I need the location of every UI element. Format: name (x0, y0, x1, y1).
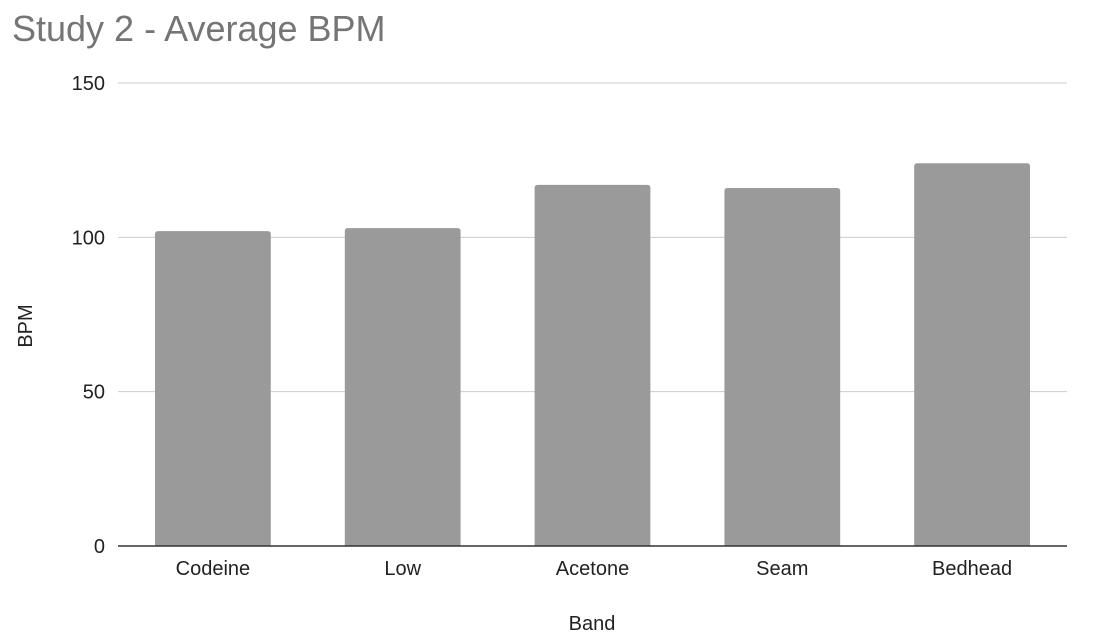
x-tick-label: Bedhead (932, 558, 1012, 580)
chart-title: Study 2 - Average BPM (12, 8, 386, 49)
y-tick-label: 150 (72, 73, 105, 95)
x-tick-label: Codeine (176, 558, 251, 580)
x-tick-label: Seam (756, 558, 808, 580)
x-tick-label: Acetone (556, 558, 629, 580)
bar-bedhead (914, 163, 1030, 546)
bar-acetone (534, 184, 651, 547)
bar-seam (724, 187, 841, 547)
y-tick-label: 100 (72, 227, 105, 249)
y-tick-label: 0 (94, 536, 105, 558)
x-tick-label: Low (384, 558, 421, 580)
bar-low (344, 228, 461, 546)
x-axis-ticks: Codeine Low Acetone Seam Bedhead (176, 558, 1012, 580)
bar-codeine (155, 231, 271, 546)
x-axis-title: Band (569, 613, 616, 635)
y-axis-title: BPM (15, 304, 37, 347)
y-axis-ticks: 0 50 100 150 (72, 73, 105, 558)
bars (155, 163, 1030, 547)
y-tick-label: 50 (83, 382, 105, 404)
